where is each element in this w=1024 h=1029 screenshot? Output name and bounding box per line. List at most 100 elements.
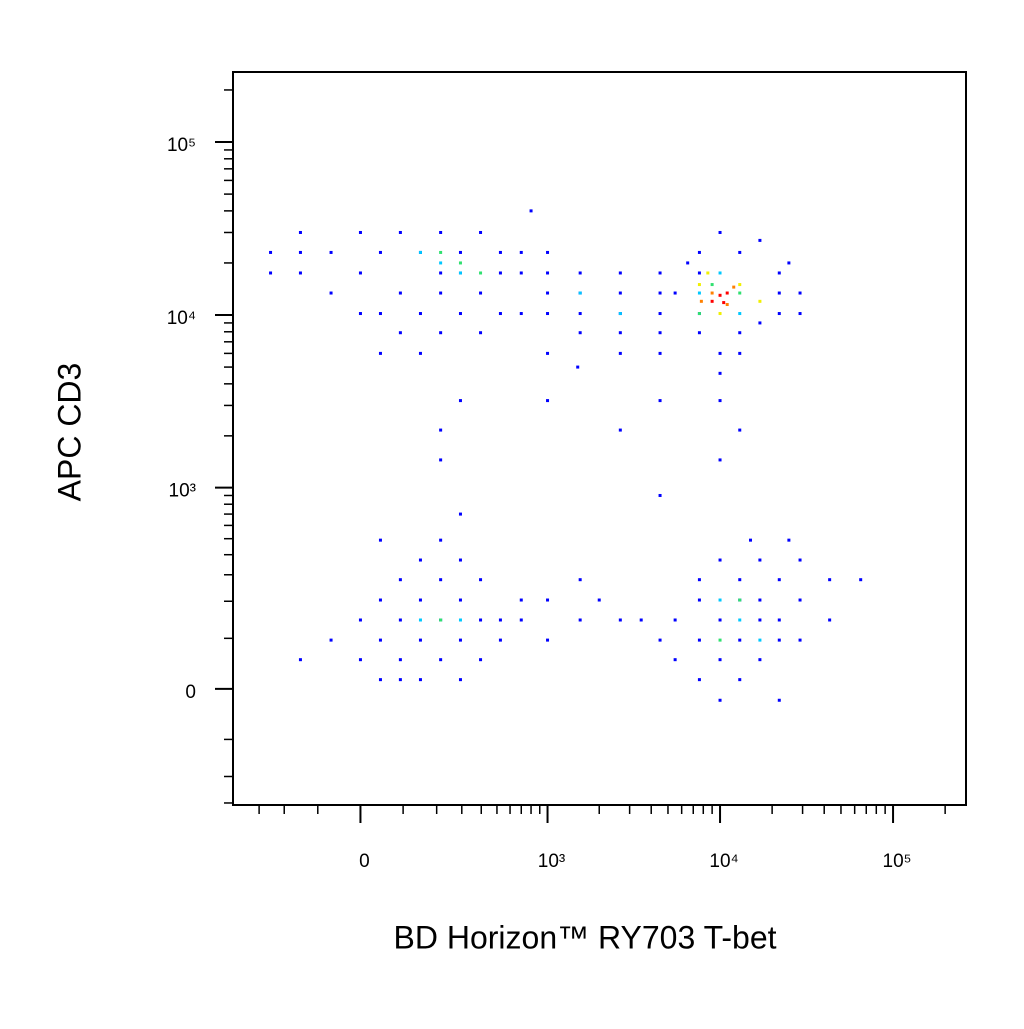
event-dot [828,578,832,582]
event-dot [418,312,422,316]
event-dot [329,638,333,642]
event-dot [398,291,402,295]
event-dot [738,428,742,432]
event-dot [618,618,622,622]
event-dot [458,271,462,275]
event-dot [398,578,402,582]
event-dot [738,250,742,254]
event-dot [498,312,502,316]
event-dot [798,558,802,562]
event-dot [618,351,622,355]
event-dot [358,230,362,234]
event-dot [439,428,443,432]
event-dot [618,291,622,295]
event-dot [378,250,382,254]
event-dot [546,291,550,295]
event-dot [718,293,722,297]
event-dot [758,598,762,602]
event-dot [519,618,523,622]
event-dot [658,638,662,642]
event-dot [418,618,422,622]
event-dot [418,250,422,254]
event-dot [639,618,643,622]
event-dot [777,271,781,275]
event-dot [732,285,736,289]
event-dot [439,458,443,462]
x-tick-label: 10⁴ [709,851,738,872]
event-dot [458,638,462,642]
event-dot [418,678,422,682]
event-dot [710,299,714,303]
event-dot [718,558,722,562]
event-dot [697,598,701,602]
event-dot [718,371,722,375]
event-dot [718,271,722,275]
event-dot [738,678,742,682]
event-dot [418,638,422,642]
y-tick-label: 0 [185,682,196,703]
event-dot [458,618,462,622]
x-tick-label: 10³ [538,851,565,872]
event-dot [697,250,701,254]
event-dot [718,399,722,403]
event-dot [458,558,462,562]
event-dot [529,209,533,213]
event-dot [658,271,662,275]
event-dot [787,538,791,542]
event-dot [458,312,462,316]
event-dot [738,331,742,335]
event-dot [673,658,677,662]
y-tick-label: 10⁴ [167,308,196,329]
event-dot [758,321,762,325]
event-dot [498,271,502,275]
event-dot [686,261,690,265]
y-axis-title: APC CD3 [51,363,87,502]
event-dot [673,291,677,295]
event-dot [439,578,443,582]
event-dot [787,261,791,265]
event-dot [439,250,443,254]
event-dot [697,638,701,642]
event-dot [758,558,762,562]
event-dot [718,658,722,662]
event-dot [710,291,714,295]
event-dot [738,312,742,316]
event-dot [699,299,703,303]
event-dot [418,558,422,562]
event-dot [458,678,462,682]
event-dot [479,618,483,622]
event-dot [298,250,302,254]
event-dot [298,271,302,275]
event-dot [658,331,662,335]
x-tick-label: 0 [359,851,370,872]
event-dot [498,250,502,254]
event-dot [777,291,781,295]
event-dot [798,638,802,642]
event-dot [398,678,402,682]
event-dot [439,618,443,622]
event-dot [578,578,582,582]
y-tick-label: 10⁵ [167,135,196,156]
event-dot [828,618,832,622]
event-dot [439,538,443,542]
event-dot [597,598,601,602]
event-dot [758,658,762,662]
event-dot [458,399,462,403]
event-dot [519,312,523,316]
event-dot [578,618,582,622]
event-dot [439,658,443,662]
event-dot [758,238,762,242]
event-dot [358,618,362,622]
event-dot [398,230,402,234]
event-dot [358,658,362,662]
event-dot [758,299,762,303]
event-dot [758,618,762,622]
event-dot [697,678,701,682]
event-dot [378,312,382,316]
event-dot [378,678,382,682]
event-dot [458,512,462,516]
event-dot [546,312,550,316]
event-dot [718,351,722,355]
